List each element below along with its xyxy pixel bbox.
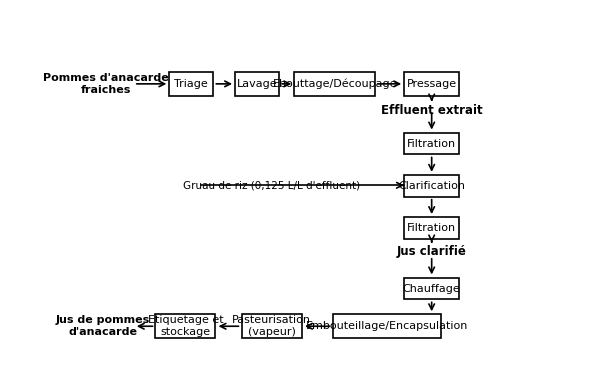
Text: Ebouttage/Découpage: Ebouttage/Découpage — [272, 79, 397, 89]
FancyBboxPatch shape — [404, 133, 459, 154]
FancyBboxPatch shape — [404, 72, 459, 96]
FancyBboxPatch shape — [242, 314, 302, 338]
FancyBboxPatch shape — [235, 72, 279, 96]
FancyBboxPatch shape — [333, 314, 441, 338]
Text: Effluent extrait: Effluent extrait — [381, 104, 483, 117]
FancyBboxPatch shape — [404, 278, 459, 299]
FancyBboxPatch shape — [170, 72, 213, 96]
Text: Lavage: Lavage — [237, 79, 278, 89]
FancyBboxPatch shape — [155, 314, 215, 338]
Text: Etiquetage et
stockage: Etiquetage et stockage — [148, 316, 223, 337]
Text: Filtration: Filtration — [407, 139, 456, 149]
Text: Embouteillage/Encapsulation: Embouteillage/Encapsulation — [305, 321, 468, 331]
Text: Clarification: Clarification — [398, 181, 465, 191]
Text: Gruau de riz (0,125 L/L d'effluent): Gruau de riz (0,125 L/L d'effluent) — [183, 180, 361, 190]
Text: Triage: Triage — [174, 79, 208, 89]
Text: Jus clarifié: Jus clarifié — [397, 245, 467, 258]
Text: Pressage: Pressage — [407, 79, 457, 89]
Text: Pommes d'anacarde
fraiches: Pommes d'anacarde fraiches — [43, 73, 169, 94]
Text: Chauffage: Chauffage — [403, 283, 461, 294]
Text: Jus de pommes
d'anacarde: Jus de pommes d'anacarde — [56, 316, 150, 337]
FancyBboxPatch shape — [404, 217, 459, 239]
FancyBboxPatch shape — [295, 72, 375, 96]
FancyBboxPatch shape — [404, 175, 459, 197]
Text: Filtration: Filtration — [407, 223, 456, 233]
Text: Pasteurisation
(vapeur): Pasteurisation (vapeur) — [232, 316, 311, 337]
